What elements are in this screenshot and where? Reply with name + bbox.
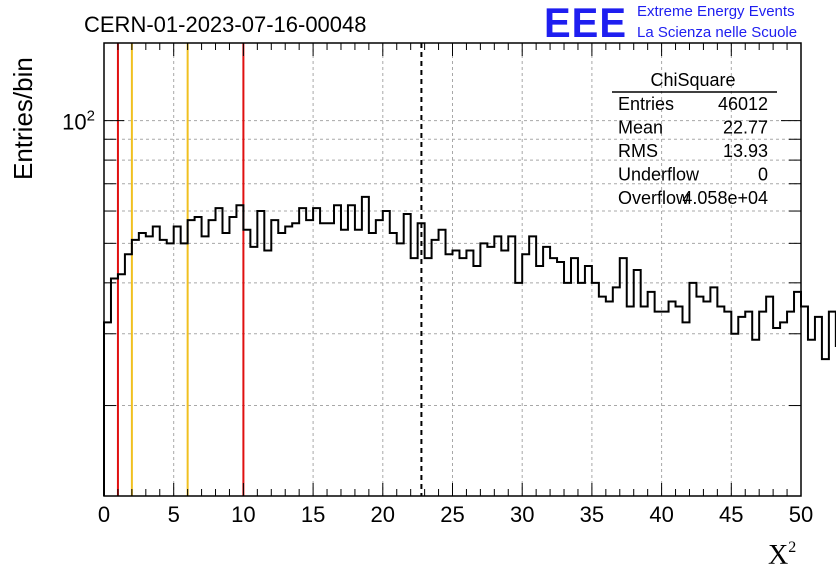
stats-box: ChiSquare Entries 46012 Mean 22.77 RMS 13.93 Un… [612,70,777,208]
stats-row-value: 13.93 [723,141,768,161]
x-axis-label-base: Χ [768,540,789,571]
logo-line-1: Extreme Energy Events [637,3,795,20]
stats-row-label: RMS [618,141,658,161]
x-tick-label: 25 [440,502,464,527]
stats-row-value: 4.058e+04 [682,188,768,208]
x-tick-label: 20 [371,502,395,527]
stats-row-label: Overflow [618,188,690,208]
stats-row-label: Mean [618,118,663,138]
y-tick-label-base: 10 [62,110,86,135]
x-tick-label: 40 [649,502,673,527]
x-tick-label: 0 [98,502,110,527]
stats-row-label: Entries [618,94,674,114]
x-tick-label: 35 [580,502,604,527]
x-axis-label-sup: 2 [788,538,797,556]
logo-line-2: La Scienza nelle Scuole [637,24,798,41]
x-tick-labels: 0 5 10 15 20 25 30 35 40 45 50 [98,502,813,527]
y-tick-label-exponent: 2 [87,108,95,125]
stats-title: ChiSquare [650,70,735,90]
x-axis-label: Χ2 [768,538,797,572]
x-tick-label: 15 [301,502,325,527]
y-axis-label: Entries/bin [8,57,38,180]
eee-logo: EEE [544,0,628,47]
marker-lines [116,43,423,496]
y-tick-label: 102 [62,108,95,135]
chart-title: CERN-01-2023-07-16-00048 [84,12,367,37]
x-tick-label: 10 [231,502,255,527]
histogram-series [103,195,836,496]
stats-row-value: 0 [758,165,768,185]
x-tick-label: 45 [719,502,743,527]
plot-frame [103,42,802,497]
x-tick-label: 5 [168,502,180,527]
histogram-outline [103,195,836,496]
y-tick-labels: 102 [62,108,95,135]
x-tick-label: 50 [789,502,813,527]
x-tick-label: 30 [510,502,534,527]
stats-row-value: 22.77 [723,118,768,138]
grid-layer [104,43,801,496]
stats-row-label: Underflow [618,165,700,185]
stats-row-value: 46012 [718,94,768,114]
